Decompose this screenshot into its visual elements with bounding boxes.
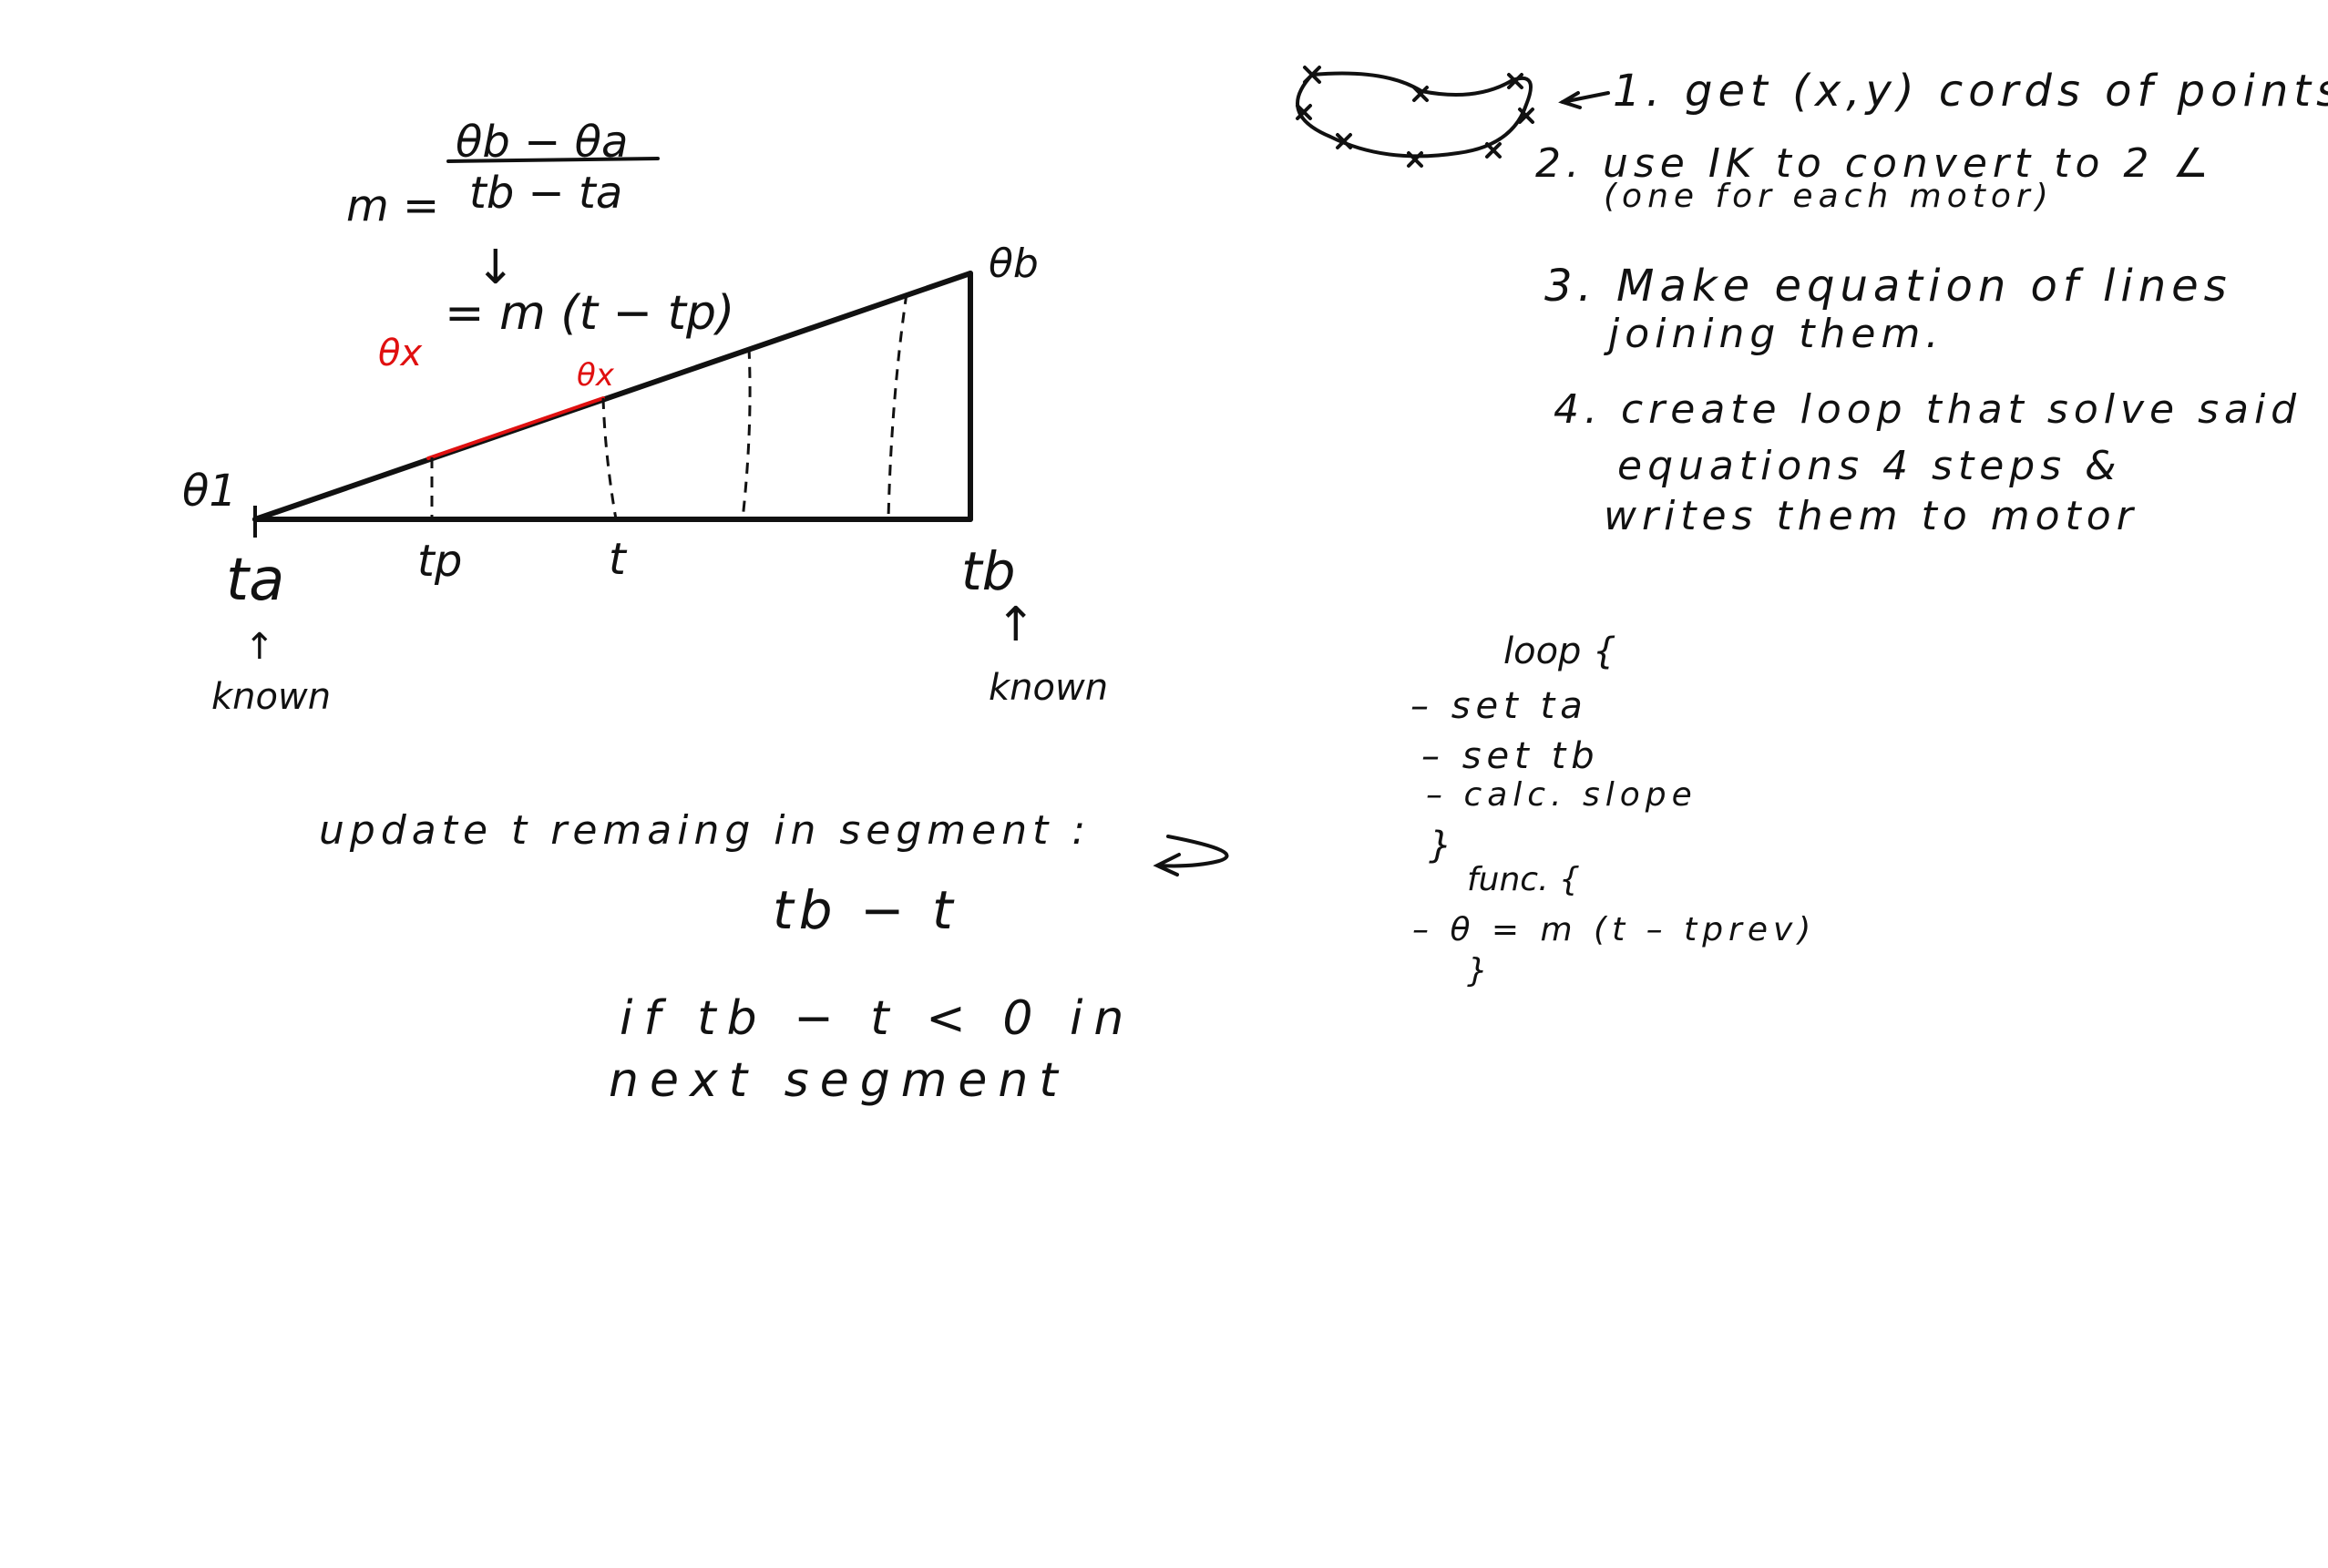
step-4-line-1: 4. create loop that solve said	[1554, 386, 2302, 433]
point-x-5	[1485, 142, 1502, 159]
step-3-line-1: 3. Make equation of lines	[1544, 261, 2232, 312]
code-calc-slope: – calc. slope	[1426, 776, 1697, 814]
step-3-line-2: joining them.	[1608, 311, 1944, 357]
down-arrow: ↓	[476, 241, 516, 295]
code-set-tb: – set tb	[1421, 735, 1600, 777]
step-2-line-2: (one for each motor)	[1604, 178, 2054, 215]
known-arrow-left: ↑	[244, 626, 275, 668]
point-x-3	[1507, 73, 1523, 89]
label-tp: tp	[417, 536, 463, 587]
point-x-6	[1407, 151, 1423, 168]
update-line-1: update t remaing in segment :	[319, 807, 1092, 854]
step-2-line-1: 2. use IK to convert to 2 ∠	[1535, 140, 2214, 187]
divider-4	[887, 292, 908, 520]
point-x-8	[1296, 104, 1312, 120]
step-4-line-2: equations 4 steps &	[1617, 443, 2122, 489]
interpolated-segment	[426, 396, 605, 460]
step-1: 1. get (x,y) cords of points	[1613, 66, 2328, 117]
curved-arrow-head	[1153, 853, 1181, 876]
slope-numerator: θb − θa	[456, 117, 629, 168]
known-label-left: known	[211, 676, 332, 718]
code-close-2: }	[1467, 952, 1488, 989]
code-func-open: func. {	[1467, 861, 1580, 898]
curved-arrow	[1157, 835, 1229, 868]
update-line-4: next segment	[609, 1053, 1069, 1108]
triangle-hypotenuse	[252, 271, 973, 522]
label-ta: ta	[226, 547, 285, 614]
slope-lhs: m =	[346, 180, 440, 231]
code-theta-eq: – θ = m (t – tprev)	[1412, 911, 1817, 948]
point-x-1	[1303, 66, 1321, 84]
label-t: t	[609, 534, 626, 585]
code-set-ta: – set ta	[1410, 685, 1588, 727]
update-line-3: if tb − t < 0 in	[620, 991, 1135, 1046]
divider-3	[741, 347, 752, 520]
path-sketch	[1296, 66, 1534, 168]
point-x-2	[1412, 86, 1429, 102]
label-tb: tb	[961, 540, 1016, 602]
known-label-right: known	[989, 667, 1109, 709]
fraction-bar	[446, 157, 660, 163]
pointer-arrow-shaft	[1561, 91, 1610, 104]
divider-t	[601, 397, 618, 520]
known-arrow-right: ↑	[996, 598, 1036, 652]
time-step-dividers	[430, 292, 908, 520]
interp-lhs: θx	[378, 333, 423, 374]
step-4-line-3: writes them to motor	[1604, 493, 2138, 539]
label-theta-1: θ1	[182, 466, 237, 517]
code-loop-open: loop {	[1503, 630, 1616, 672]
point-x-7	[1336, 133, 1352, 149]
pointer-arrow-head	[1558, 91, 1582, 109]
label-theta-b: θb	[989, 241, 1039, 287]
code-close-1: }	[1429, 825, 1452, 866]
interp-rhs: = m (t − tp)	[445, 286, 735, 341]
triangle-diagram	[252, 271, 973, 522]
label-theta-x: θx	[577, 357, 614, 394]
update-line-2: tb − t	[773, 879, 959, 941]
slope-denominator: tb − ta	[469, 168, 623, 219]
point-x-4	[1518, 108, 1534, 124]
